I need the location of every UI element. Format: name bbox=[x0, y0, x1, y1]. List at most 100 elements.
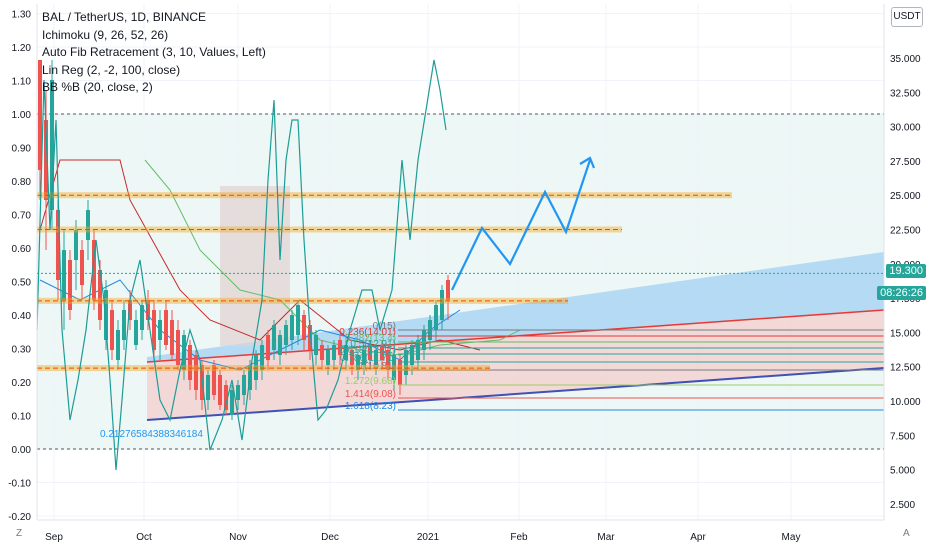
fib-level-label: 1.618(8.23) bbox=[345, 401, 396, 412]
candle-body bbox=[218, 375, 222, 405]
candle-body bbox=[140, 305, 144, 330]
candle-body bbox=[98, 270, 102, 320]
candle-body bbox=[392, 355, 396, 380]
right-axis-tick: 27.500 bbox=[890, 157, 921, 168]
candle-body bbox=[350, 350, 354, 365]
candle-body bbox=[74, 230, 78, 260]
candle-body bbox=[356, 355, 360, 370]
left-axis-tick: 0.20 bbox=[12, 378, 32, 389]
candle-body bbox=[122, 310, 126, 340]
left-axis-tick: 1.00 bbox=[12, 110, 32, 121]
candle-body bbox=[242, 375, 246, 395]
chart-legend: BAL / TetherUS, 1D, BINANCE Ichimoku (9,… bbox=[42, 9, 266, 97]
last-price-badge: 19.300 bbox=[886, 264, 926, 278]
candle-body bbox=[368, 345, 372, 360]
right-axis-tick: 30.000 bbox=[890, 123, 921, 134]
axes: 35.00032.50030.00027.50025.00022.50020.0… bbox=[8, 4, 921, 543]
currency-label[interactable]: USDT bbox=[891, 7, 923, 27]
candle-body bbox=[80, 250, 84, 285]
x-axis-tick: Nov bbox=[229, 532, 247, 543]
candle-body bbox=[296, 305, 300, 335]
indicator-bbpb[interactable]: BB %B (20, close, 2) bbox=[42, 80, 153, 94]
projection-path[interactable] bbox=[451, 156, 596, 291]
candle-body bbox=[260, 345, 264, 370]
right-corner-label[interactable]: A bbox=[903, 528, 910, 539]
candle-body bbox=[320, 345, 324, 360]
candle-body bbox=[152, 310, 156, 350]
candle-body bbox=[176, 330, 180, 365]
fib-retracement: 0(15)0.236(14.01)0.382(13.4)0.5(12.91)0.… bbox=[100, 321, 884, 440]
right-axis-tick: 2.500 bbox=[890, 500, 915, 511]
fib-level-label: 1.272(9.68) bbox=[345, 376, 396, 387]
candle-body bbox=[56, 210, 60, 280]
left-axis-tick: 0.00 bbox=[12, 445, 32, 456]
candle-body bbox=[284, 325, 288, 345]
linreg-lower-line bbox=[146, 367, 885, 421]
x-axis-tick: Apr bbox=[690, 532, 706, 543]
candle-body bbox=[254, 355, 258, 380]
countdown-badge: 08:26:26 bbox=[877, 286, 926, 300]
right-axis-tick: 12.500 bbox=[890, 363, 921, 374]
fib-level-label: 0.618(12.41) bbox=[339, 345, 396, 356]
indicator-linreg[interactable]: Lin Reg (2, -2, 100, close) bbox=[42, 62, 181, 77]
candle-body bbox=[224, 385, 228, 410]
x-axis-tick: 2021 bbox=[417, 532, 440, 543]
candle-body bbox=[344, 345, 348, 360]
candle-body bbox=[398, 360, 402, 385]
x-axis-tick: Mar bbox=[597, 532, 615, 543]
candle-body bbox=[332, 345, 336, 360]
fib-level-label: 1(10.81) bbox=[359, 361, 396, 372]
left-axis-tick: 0.80 bbox=[12, 177, 32, 188]
linreg-lower-area bbox=[147, 310, 884, 420]
candle-body bbox=[302, 315, 306, 340]
left-axis-tick: 0.60 bbox=[12, 244, 32, 255]
fib-level-label: 0.382(13.4) bbox=[345, 333, 396, 344]
candle-body bbox=[194, 355, 198, 390]
indicator-ichimoku[interactable]: Ichimoku (9, 26, 52, 26) bbox=[42, 27, 169, 42]
right-axis-tick: 25.000 bbox=[890, 191, 921, 202]
fib-level-label: 0.786(11.71) bbox=[340, 353, 396, 364]
linreg-upper-area bbox=[147, 252, 884, 362]
symbol-title[interactable]: BAL / TetherUS, 1D, BINANCE bbox=[42, 10, 207, 24]
projection-arrowhead bbox=[579, 156, 596, 169]
candle-body bbox=[188, 345, 192, 380]
left-axis-tick: 0.50 bbox=[12, 278, 32, 289]
candle-body bbox=[212, 365, 216, 395]
candle-body bbox=[44, 120, 48, 200]
x-axis-tick: Dec bbox=[321, 532, 339, 543]
bbpb-line bbox=[36, 59, 447, 471]
candle-body bbox=[440, 290, 444, 320]
candle-body bbox=[128, 300, 132, 320]
left-axis-tick: -0.20 bbox=[8, 512, 31, 523]
candle-body bbox=[362, 350, 366, 365]
left-axis-tick: 0.70 bbox=[12, 211, 32, 222]
candle-body bbox=[50, 80, 54, 210]
x-axis-tick: May bbox=[782, 532, 801, 543]
candle-body bbox=[62, 250, 66, 300]
candle-body bbox=[380, 345, 384, 360]
candle-body bbox=[374, 350, 378, 365]
fib-level-label: 1.414(9.08) bbox=[345, 389, 396, 400]
candle-body bbox=[290, 315, 294, 340]
right-axis-tick: 15.000 bbox=[890, 328, 921, 339]
candle-body bbox=[446, 280, 450, 300]
horizontal-levels[interactable] bbox=[37, 192, 732, 372]
x-axis-tick: Sep bbox=[45, 532, 63, 543]
left-axis-tick: 1.10 bbox=[12, 77, 32, 88]
candle-body bbox=[308, 325, 312, 350]
bbpb-series-line bbox=[36, 59, 447, 471]
candle-body bbox=[266, 335, 270, 360]
candle-body bbox=[206, 375, 210, 400]
left-corner-label[interactable]: Z bbox=[16, 528, 23, 539]
right-axis-tick: 10.000 bbox=[890, 397, 921, 408]
candle-body bbox=[68, 260, 72, 310]
fib-level-label: 0.236(14.01) bbox=[339, 327, 396, 338]
left-axis-tick: 0.10 bbox=[12, 412, 32, 423]
projection-line bbox=[451, 159, 592, 291]
indicator-fib[interactable]: Auto Fib Retracement (3, 10, Values, Lef… bbox=[42, 45, 266, 59]
left-axis-tick: 0.30 bbox=[12, 345, 32, 356]
candle-body bbox=[170, 320, 174, 355]
candle-body bbox=[86, 210, 90, 240]
candle-body bbox=[416, 340, 420, 360]
